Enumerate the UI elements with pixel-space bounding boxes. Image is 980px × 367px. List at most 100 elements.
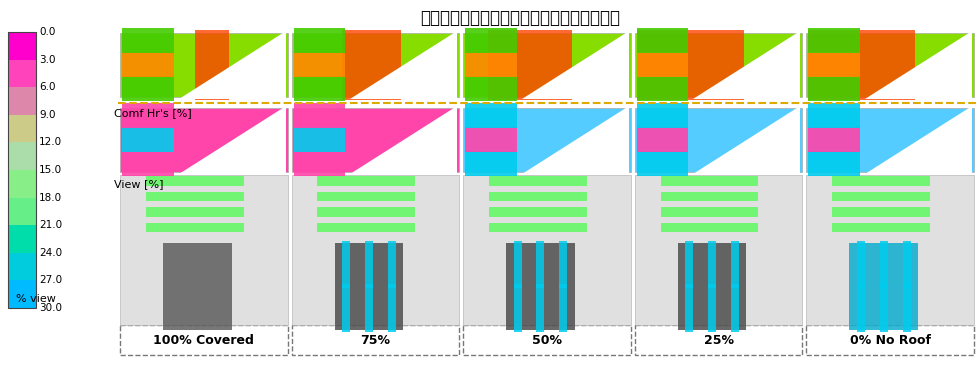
Text: 0.0: 0.0 <box>39 27 56 37</box>
Bar <box>8 253 36 280</box>
Bar <box>807 175 974 325</box>
Bar <box>903 284 910 332</box>
Bar <box>146 223 244 232</box>
Text: 75%: 75% <box>361 334 390 346</box>
Text: 15.0: 15.0 <box>39 165 62 175</box>
Bar <box>466 52 516 77</box>
Bar <box>466 151 516 176</box>
Bar <box>365 240 372 288</box>
Bar <box>146 176 244 185</box>
Bar <box>8 115 36 142</box>
Bar <box>8 59 36 87</box>
Polygon shape <box>694 106 801 174</box>
Text: 3.0: 3.0 <box>39 55 56 65</box>
Bar <box>832 223 930 232</box>
Bar <box>8 170 36 197</box>
Bar <box>122 76 173 101</box>
Bar <box>808 127 860 152</box>
Bar <box>464 33 631 97</box>
Bar <box>489 192 587 201</box>
Bar <box>122 28 173 53</box>
Bar <box>292 108 460 172</box>
Bar <box>731 284 739 332</box>
Bar <box>146 192 244 201</box>
Bar <box>294 127 345 152</box>
Bar <box>637 76 688 101</box>
Bar <box>661 176 759 185</box>
Polygon shape <box>178 31 285 99</box>
Bar <box>880 284 888 332</box>
Bar <box>637 52 688 77</box>
Bar <box>637 151 688 176</box>
Text: 50%: 50% <box>532 334 562 346</box>
Bar <box>685 240 693 288</box>
Bar <box>635 108 803 172</box>
Bar <box>637 103 688 128</box>
Bar <box>466 76 516 101</box>
Text: 30.0: 30.0 <box>39 303 62 313</box>
Bar <box>857 240 864 288</box>
Bar <box>8 280 36 308</box>
Bar <box>536 284 545 332</box>
Bar <box>318 176 416 185</box>
Text: 6.0: 6.0 <box>39 82 56 92</box>
Bar <box>8 142 36 170</box>
Text: % view: % view <box>16 294 56 304</box>
Bar <box>857 284 864 332</box>
Bar <box>342 30 401 100</box>
Bar <box>661 207 759 217</box>
Bar <box>464 108 631 172</box>
Polygon shape <box>522 106 629 174</box>
Bar <box>120 33 287 97</box>
Text: 25%: 25% <box>704 334 734 346</box>
Bar <box>195 30 229 100</box>
Bar <box>292 325 460 355</box>
Bar <box>120 108 287 172</box>
Text: 24.0: 24.0 <box>39 248 62 258</box>
Bar <box>832 207 930 217</box>
Bar <box>466 103 516 128</box>
Bar <box>708 240 716 288</box>
Bar <box>808 52 860 77</box>
Bar <box>464 175 631 325</box>
Bar <box>808 103 860 128</box>
Bar <box>318 207 416 217</box>
Bar <box>506 243 574 330</box>
Bar <box>464 325 631 355</box>
Bar <box>850 243 918 330</box>
Bar <box>8 197 36 225</box>
Bar <box>708 284 716 332</box>
Bar <box>635 325 803 355</box>
Polygon shape <box>522 31 629 99</box>
Bar <box>122 103 173 128</box>
Polygon shape <box>350 31 458 99</box>
Bar <box>294 103 345 128</box>
Bar <box>8 32 36 59</box>
Bar <box>122 151 173 176</box>
Bar <box>635 175 803 325</box>
Bar <box>292 175 460 325</box>
Polygon shape <box>865 106 972 174</box>
Bar <box>678 243 747 330</box>
Bar <box>808 151 860 176</box>
Bar <box>294 28 345 53</box>
Bar <box>292 33 460 97</box>
Text: 21.0: 21.0 <box>39 220 62 230</box>
Bar <box>903 240 910 288</box>
Text: 27.0: 27.0 <box>39 275 62 286</box>
Bar <box>637 30 744 100</box>
Bar <box>122 127 173 152</box>
Polygon shape <box>865 31 972 99</box>
Bar <box>514 284 521 332</box>
Bar <box>489 176 587 185</box>
Bar <box>318 192 416 201</box>
Bar <box>807 325 974 355</box>
Bar <box>560 284 567 332</box>
Text: 100% Covered: 100% Covered <box>153 334 254 346</box>
Polygon shape <box>178 106 285 174</box>
Polygon shape <box>350 106 458 174</box>
Bar <box>880 240 888 288</box>
Text: 9.0: 9.0 <box>39 110 56 120</box>
Bar <box>488 30 572 100</box>
Text: トップライト閉鎖率と開放性・快適性の評価: トップライト閉鎖率と開放性・快適性の評価 <box>420 9 620 27</box>
